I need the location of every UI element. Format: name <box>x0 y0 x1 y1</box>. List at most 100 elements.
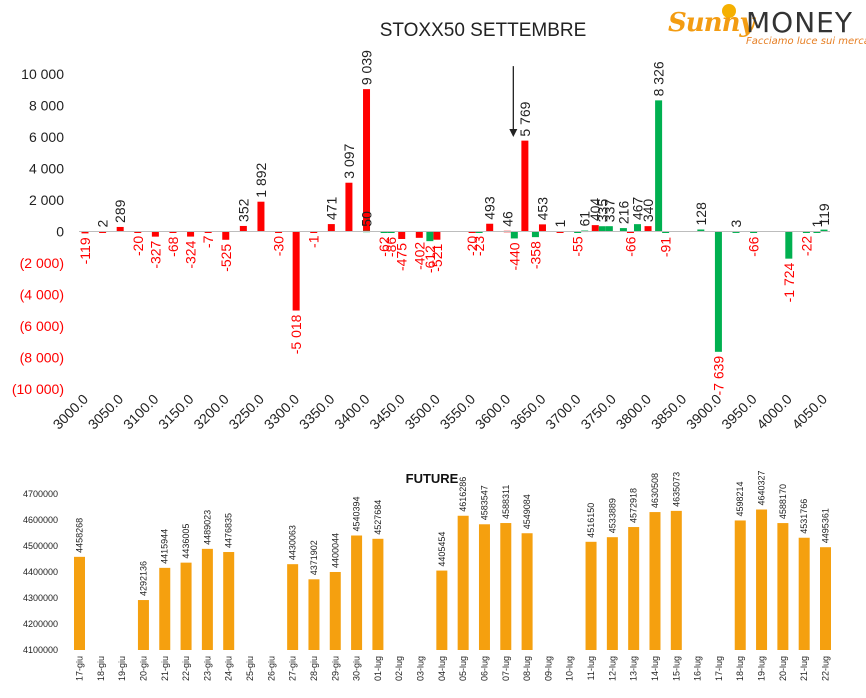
future-x-tick-label: 06-lug <box>479 656 489 681</box>
future-bar <box>201 548 213 650</box>
bar <box>714 231 722 352</box>
future-x-tick-label: 07-lug <box>501 656 511 681</box>
future-bar <box>223 552 235 650</box>
x-tick-label: 3250.0 <box>225 391 267 433</box>
annotation-arrow <box>509 66 518 137</box>
y-tick-label: 6 000 <box>29 129 64 145</box>
future-bar <box>478 524 490 650</box>
data-label: -7 <box>200 235 216 248</box>
data-label: -66 <box>622 236 638 256</box>
future-x-axis: 17-giu 18-giu 19-giu 20-giu 21-giu 22-giu 23-g… <box>75 656 831 681</box>
data-label: -5 018 <box>288 314 304 354</box>
future-x-tick-label: 24-giu <box>224 656 234 681</box>
x-tick-label: 3800.0 <box>613 391 655 433</box>
future-x-tick-label: 29-giu <box>330 656 340 681</box>
y-tick-label: 2 000 <box>29 192 64 208</box>
future-data-label: 4430063 <box>288 525 298 560</box>
future-bar <box>137 600 149 650</box>
logo-tagline: Facciamo luce sui mercati <box>746 36 866 47</box>
x-tick-label: 3650.0 <box>507 391 549 433</box>
future-data-label: 4640327 <box>757 470 767 505</box>
data-label: 335 <box>594 199 610 223</box>
bar <box>134 231 142 233</box>
bar <box>363 89 371 232</box>
data-label: -525 <box>218 244 234 272</box>
sunny-money-logo: Sunny MONEY Facciamo luce sui mercati <box>664 4 866 48</box>
future-x-tick-label: 23-giu <box>202 656 212 681</box>
future-data-label: 4572918 <box>629 488 639 523</box>
future-x-tick-label: 21-lug <box>799 656 809 681</box>
future-bar <box>436 570 448 650</box>
bar <box>662 231 670 233</box>
data-label: -66 <box>746 236 762 256</box>
future-x-tick-label: 17-giu <box>75 656 85 681</box>
future-bar <box>649 512 661 650</box>
future-bar <box>180 562 192 650</box>
data-label: -30 <box>271 236 287 256</box>
bar <box>398 231 406 239</box>
future-data-label: 4516150 <box>586 503 596 538</box>
future-chart-title: FUTURE <box>406 471 459 486</box>
future-data-label: 4533889 <box>607 498 617 533</box>
data-label: 3 097 <box>341 143 357 178</box>
y-tick-label: (8 000) <box>20 350 64 366</box>
bar <box>750 231 758 233</box>
future-data-label: 4616286 <box>458 477 468 512</box>
bar <box>605 226 613 232</box>
future-bar <box>606 537 618 650</box>
data-label: 50 <box>359 211 375 227</box>
future-data-label: 4588170 <box>778 484 788 519</box>
bar <box>785 231 793 259</box>
bar <box>732 231 740 233</box>
future-x-tick-label: 02-lug <box>394 656 404 681</box>
future-bar-labels: 4458268 4292136 4415944 4436005 4489023 44768… <box>75 470 831 596</box>
future-data-label: 4371902 <box>309 540 319 575</box>
arrow-head <box>509 129 518 137</box>
stoxx50-open-interest-chart: STOXX50 SETTEMBRE 10 000 8 000 6 000 4 000 2… <box>12 20 832 433</box>
x-tick-label: 3050.0 <box>85 391 127 433</box>
future-x-tick-label: 04-lug <box>437 656 447 681</box>
data-label: -119 <box>77 237 93 264</box>
bar <box>591 225 599 232</box>
data-label: 493 <box>482 196 498 220</box>
bar <box>433 231 441 240</box>
bar <box>387 231 395 233</box>
future-x-tick-label: 11-lug <box>586 656 596 680</box>
future-x-tick-label: 19-lug <box>757 656 767 681</box>
bar <box>531 231 539 238</box>
data-label: 9 039 <box>359 50 375 85</box>
x-tick-label: 4050.0 <box>789 391 831 433</box>
bar <box>169 231 177 233</box>
future-data-label: 4549084 <box>522 494 532 529</box>
bar <box>292 231 300 311</box>
y-tick-label: (6 000) <box>20 318 64 334</box>
future-y-tick-label: 4400000 <box>23 567 58 577</box>
y-tick-label: 0 <box>56 224 64 240</box>
bar <box>802 231 810 233</box>
y-tick-label: 8 000 <box>29 98 64 114</box>
data-label: 352 <box>235 198 251 222</box>
future-x-tick-label: 20-lug <box>778 656 788 681</box>
bar <box>380 231 388 233</box>
future-data-label: 4588311 <box>501 485 511 519</box>
data-label: 453 <box>534 197 550 221</box>
data-label: -358 <box>527 241 543 269</box>
future-bar <box>756 509 768 650</box>
data-label: -20 <box>464 236 480 256</box>
future-data-label: 4495361 <box>821 508 831 543</box>
future-data-label: 4598214 <box>735 481 745 516</box>
bar <box>521 140 529 232</box>
future-y-tick-label: 4300000 <box>23 593 58 603</box>
x-tick-label: 3450.0 <box>366 391 408 433</box>
future-chart: FUTURE 4700000 4600000 4500000 4400000 43000… <box>23 470 831 681</box>
future-x-tick-label: 16-lug <box>693 656 703 681</box>
bar <box>81 231 89 234</box>
x-tick-label: 3900.0 <box>683 391 725 433</box>
future-bar <box>798 537 810 650</box>
data-label: -20 <box>130 236 146 256</box>
future-x-tick-label: 01-lug <box>373 656 383 681</box>
data-label: -86 <box>383 237 399 257</box>
future-data-label: 4540394 <box>352 496 362 531</box>
future-bar <box>372 538 384 650</box>
